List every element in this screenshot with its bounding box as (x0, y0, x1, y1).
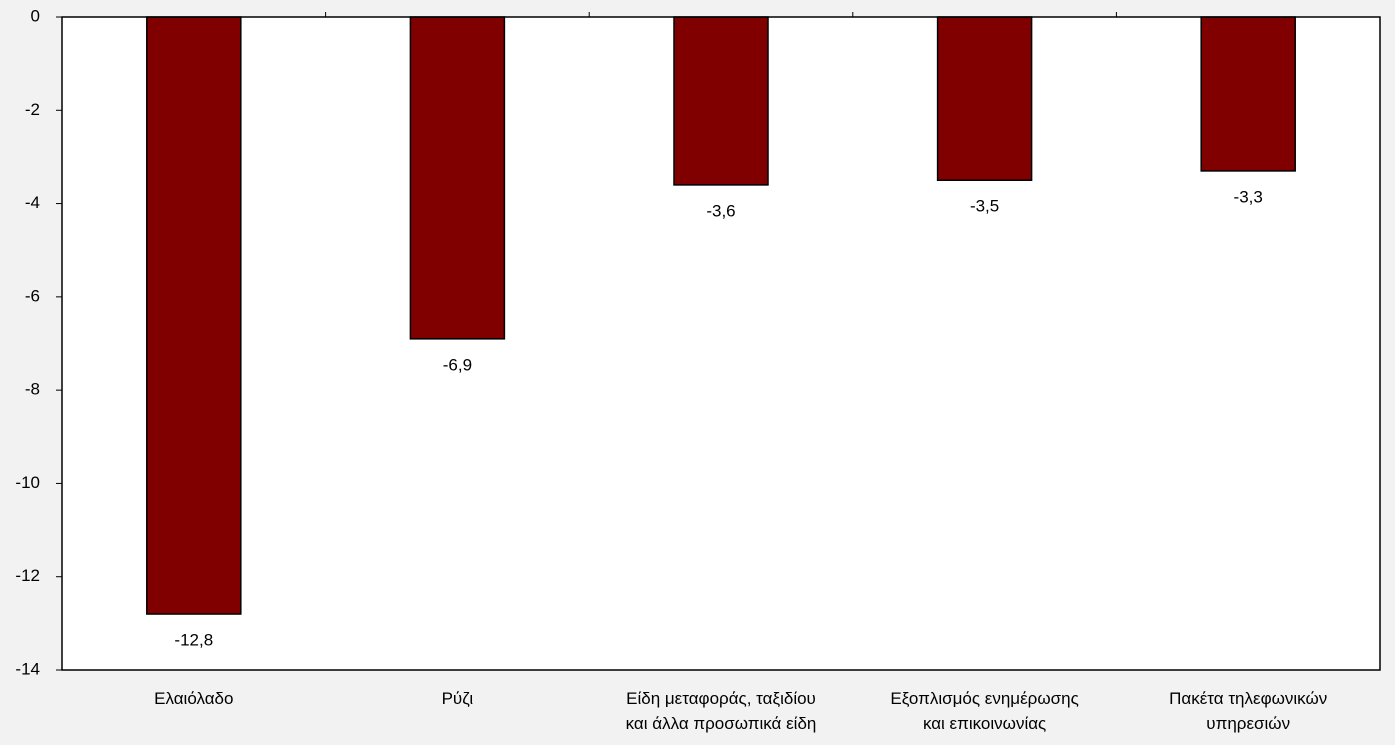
bar (146, 16, 242, 615)
y-tick-label: -6 (25, 286, 40, 305)
value-label: -3,3 (1234, 187, 1263, 206)
y-tick-label: -2 (25, 100, 40, 119)
x-tick-label: Πακέτα τηλεφωνικών υπηρεσιών (1169, 689, 1328, 733)
y-tick-label: -14 (15, 659, 40, 678)
bar (409, 16, 506, 340)
y-tick-label: -12 (15, 566, 40, 585)
y-tick-label: 0 (31, 6, 40, 25)
x-tick-label: Ρύζι (441, 689, 474, 708)
y-tick-label: -4 (25, 193, 40, 212)
bar (673, 16, 769, 186)
x-tick-label: Ελαιόλαδο (154, 689, 234, 708)
bar (1200, 16, 1296, 172)
value-label: -6,9 (443, 355, 472, 374)
value-label: -3,6 (706, 201, 735, 220)
plot-border (61, 16, 1381, 671)
x-tick-label: Είδη μεταφοράς, ταξιδίου και άλλα προσωπ… (625, 689, 817, 733)
y-tick-label: -8 (25, 380, 40, 399)
value-label: -3,5 (970, 197, 999, 216)
value-label: -12,8 (174, 631, 213, 650)
bar (936, 16, 1033, 181)
x-tick-label: Εξοπλισμός ενημέρωσης και επικοινωνίας (890, 689, 1079, 733)
y-tick-label: -10 (15, 473, 40, 492)
